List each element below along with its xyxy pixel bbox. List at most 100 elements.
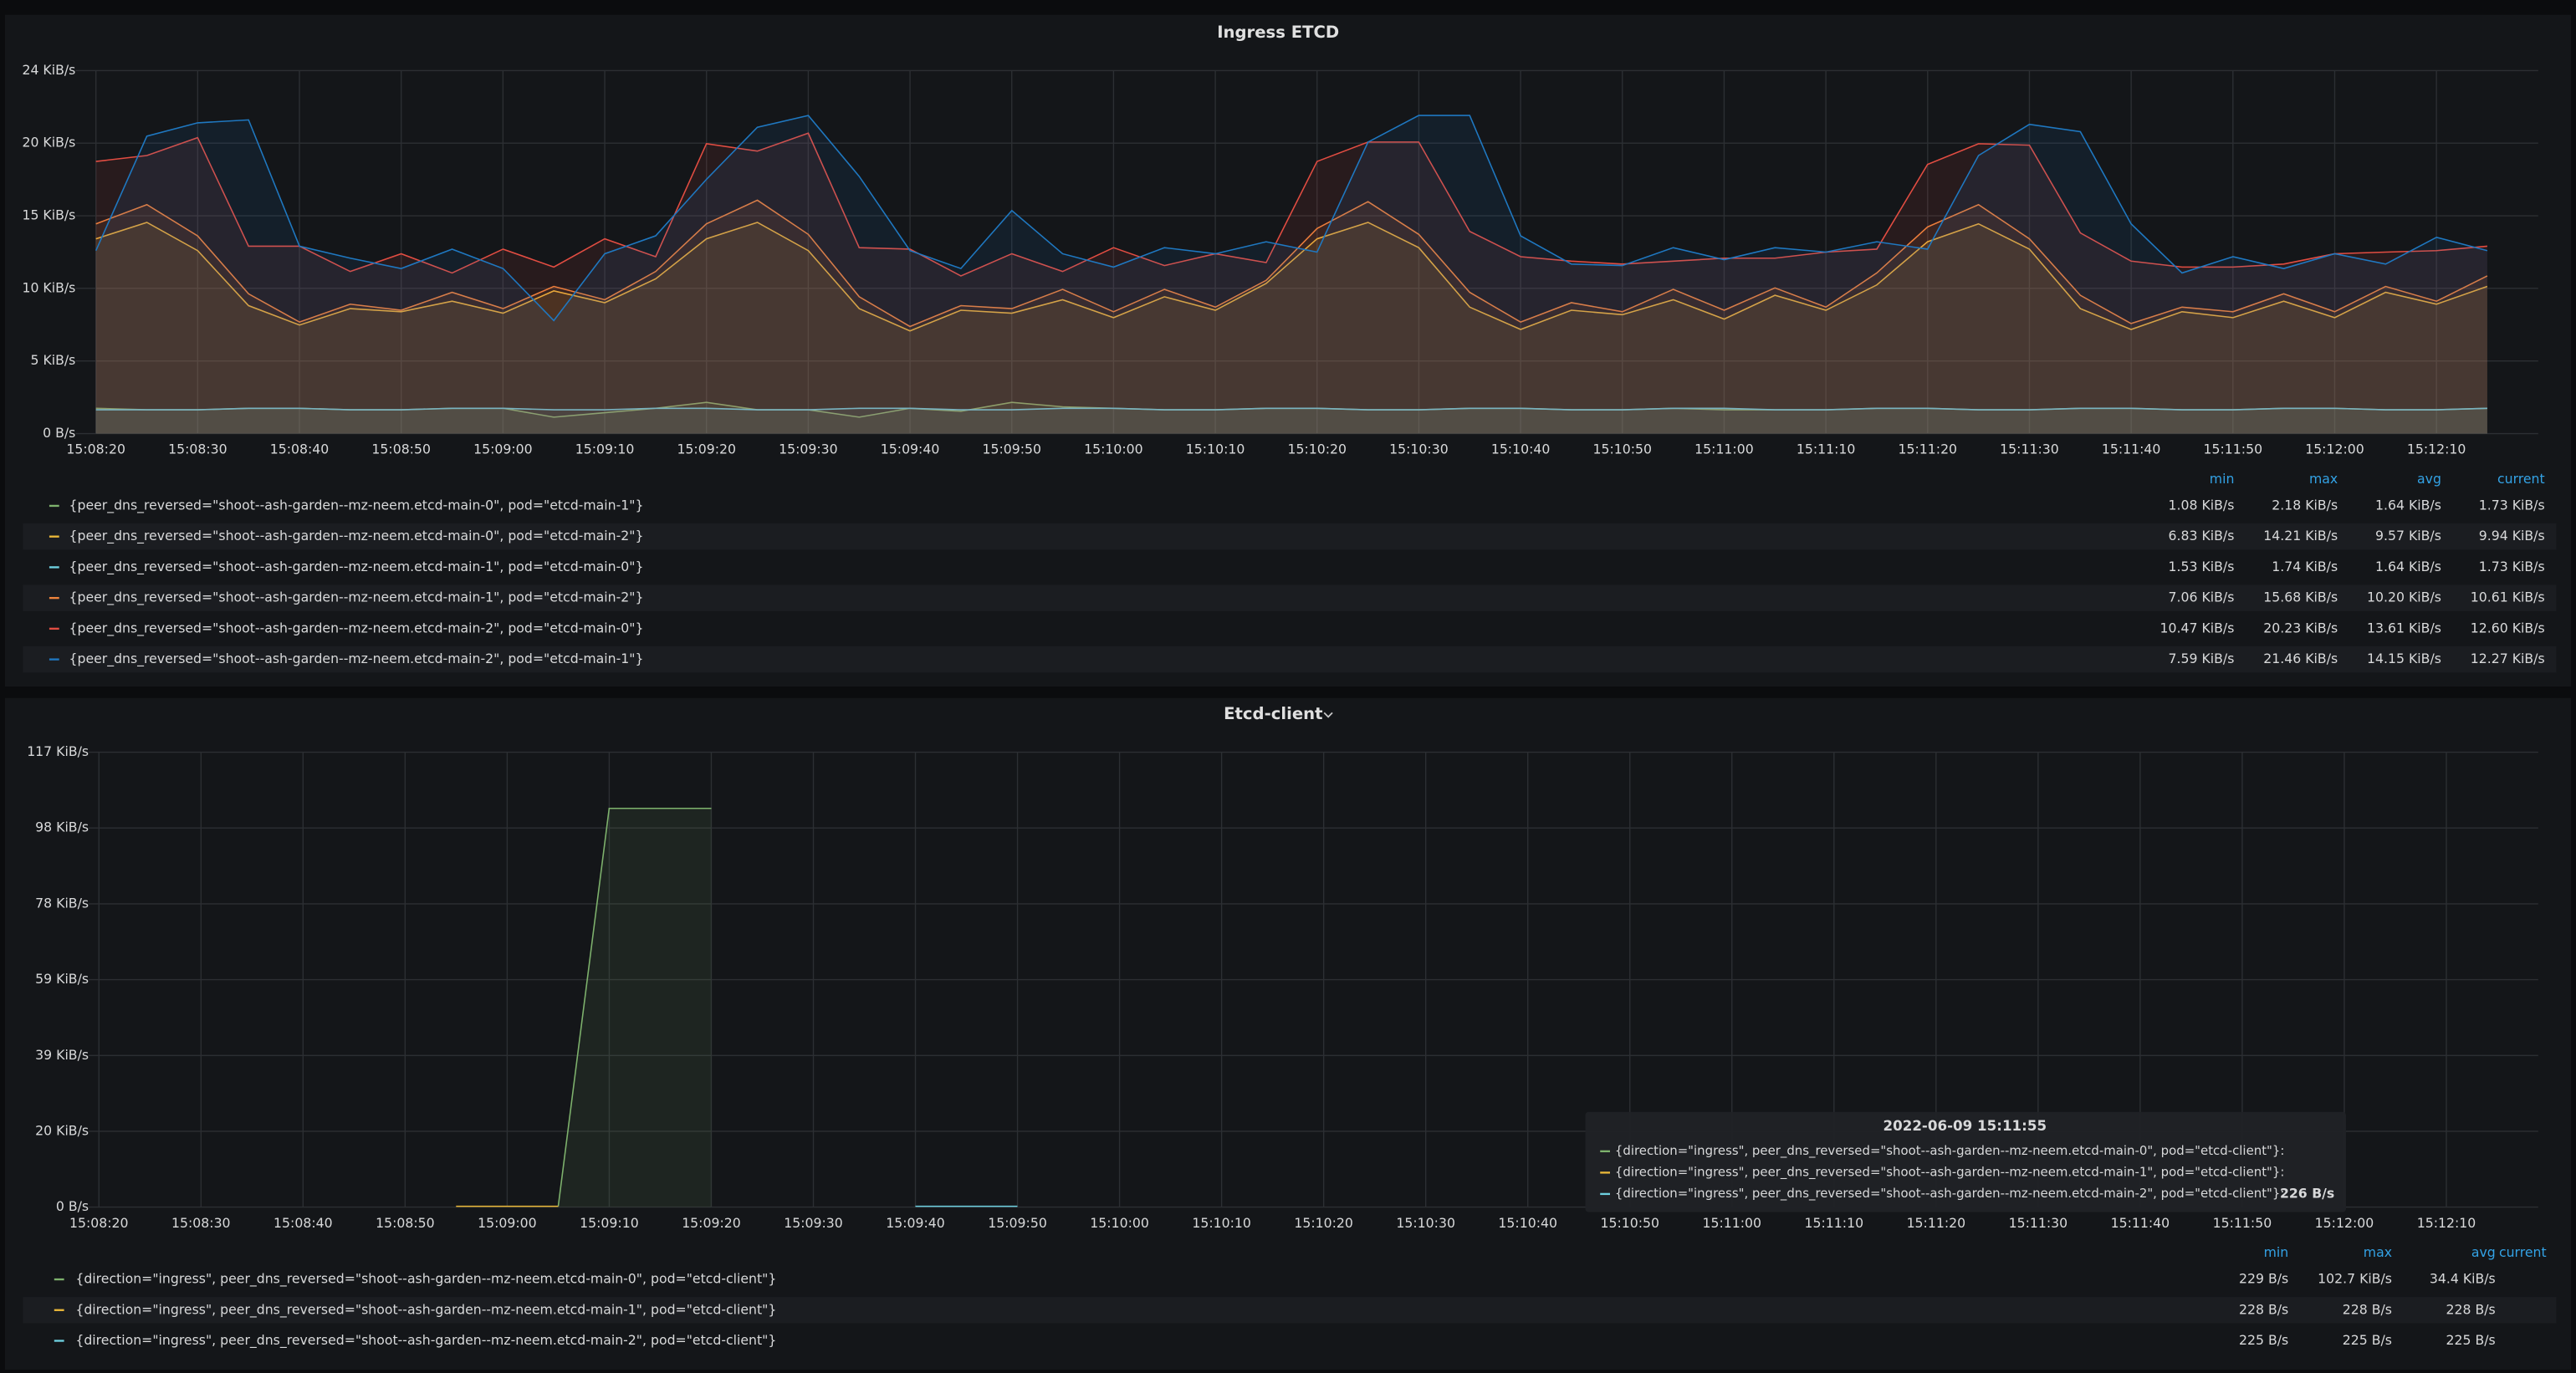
legend-value: 13.61 KiB/s	[2367, 620, 2441, 635]
legend-value: 20.23 KiB/s	[2263, 620, 2338, 635]
legend-column-header: max	[2364, 1244, 2392, 1260]
x-tick-label: 15:09:00	[473, 442, 533, 457]
x-tick-label: 15:09:10	[580, 1215, 639, 1231]
legend-series-name[interactable]: {direction="ingress", peer_dns_reversed=…	[75, 1271, 776, 1288]
legend-value: 2.18 KiB/s	[2272, 497, 2338, 513]
x-tick-label: 15:10:40	[1498, 1215, 1557, 1231]
x-tick-label: 15:10:10	[1186, 442, 1245, 457]
legend-value: 9.94 KiB/s	[2479, 528, 2545, 544]
y-tick-label: 39 KiB/s	[35, 1047, 89, 1063]
legend-value: 1.74 KiB/s	[2272, 559, 2338, 574]
legend-series-name[interactable]: {peer_dns_reversed="shoot--ash-garden--m…	[69, 590, 644, 606]
x-tick-label: 15:11:00	[1694, 442, 1754, 457]
legend-value: 14.15 KiB/s	[2367, 651, 2441, 666]
legend-column-header: current	[2497, 471, 2545, 487]
x-tick-label: 15:09:40	[881, 442, 940, 457]
x-tick-label: 15:12:00	[2315, 1215, 2374, 1231]
y-tick-label: 59 KiB/s	[35, 971, 89, 987]
tooltip-label: {direction="ingress", peer_dns_reversed=…	[1615, 1164, 2285, 1179]
legend-series-name[interactable]: {direction="ingress", peer_dns_reversed=…	[75, 1332, 776, 1349]
panel-title: Ingress ETCD	[1217, 23, 1339, 42]
legend-value: 1.53 KiB/s	[2169, 559, 2235, 574]
legend-value: 7.06 KiB/s	[2169, 590, 2235, 605]
x-tick-label: 15:09:30	[784, 1215, 843, 1231]
x-tick-label: 15:10:40	[1491, 442, 1551, 457]
x-tick-label: 15:12:10	[2417, 1215, 2476, 1231]
x-tick-label: 15:11:30	[2000, 442, 2059, 457]
legend-value: 14.21 KiB/s	[2263, 528, 2338, 544]
legend-value: 10.61 KiB/s	[2471, 590, 2545, 605]
legend-value: 1.73 KiB/s	[2479, 559, 2545, 574]
legend-value: 229 B/s	[2239, 1271, 2288, 1287]
y-tick-label: 10 KiB/s	[22, 279, 75, 295]
y-tick-label: 0 B/s	[43, 425, 75, 441]
x-tick-label: 15:09:20	[682, 1215, 741, 1231]
x-tick-label: 15:10:30	[1396, 1215, 1455, 1231]
legend-value: 225 B/s	[2343, 1332, 2392, 1348]
x-tick-label: 15:08:40	[270, 442, 330, 457]
legend-series-name[interactable]: {direction="ingress", peer_dns_reversed=…	[75, 1301, 776, 1318]
legend-series-name[interactable]: {peer_dns_reversed="shoot--ash-garden--m…	[69, 651, 644, 667]
x-tick-label: 15:10:30	[1389, 442, 1449, 457]
legend-value: 7.59 KiB/s	[2169, 651, 2235, 666]
legend-value: 228 B/s	[2239, 1301, 2288, 1317]
legend-value: 12.60 KiB/s	[2471, 620, 2545, 635]
y-tick-label: 98 KiB/s	[35, 819, 89, 835]
legend-value: 10.47 KiB/s	[2160, 620, 2235, 635]
legend-column-header: min	[2264, 1244, 2289, 1260]
x-tick-label: 15:11:50	[2204, 442, 2263, 457]
legend-value: 228 B/s	[2446, 1301, 2496, 1317]
legend-value: 225 B/s	[2239, 1332, 2288, 1348]
panel	[5, 698, 2571, 1370]
legend-series-name[interactable]: {peer_dns_reversed="shoot--ash-garden--m…	[69, 497, 644, 513]
legend-series-name[interactable]: {peer_dns_reversed="shoot--ash-garden--m…	[69, 528, 644, 544]
x-tick-label: 15:09:30	[779, 442, 838, 457]
legend-series-name[interactable]: {peer_dns_reversed="shoot--ash-garden--m…	[69, 559, 644, 575]
x-tick-label: 15:08:50	[371, 442, 431, 457]
legend-value: 21.46 KiB/s	[2263, 651, 2338, 666]
x-tick-label: 15:11:30	[2009, 1215, 2068, 1231]
legend-column-header: min	[2210, 471, 2235, 487]
x-tick-label: 15:08:50	[376, 1215, 435, 1231]
legend-column-header: max	[2309, 471, 2338, 487]
tooltip-label: {direction="ingress", peer_dns_reversed=…	[1615, 1186, 2285, 1201]
x-tick-label: 15:09:50	[982, 442, 1041, 457]
x-tick-label: 15:11:00	[1703, 1215, 1762, 1231]
x-tick-label: 15:11:20	[1907, 1215, 1966, 1231]
y-tick-label: 5 KiB/s	[30, 352, 75, 368]
legend-value: 34.4 KiB/s	[2430, 1271, 2496, 1287]
legend-value: 6.83 KiB/s	[2169, 528, 2235, 544]
y-tick-label: 0 B/s	[56, 1198, 89, 1214]
tooltip-title: 2022-06-09 15:11:55	[1883, 1118, 2047, 1134]
legend-value: 225 B/s	[2446, 1332, 2496, 1348]
x-tick-label: 15:12:10	[2407, 442, 2466, 457]
legend-value: 102.7 KiB/s	[2318, 1271, 2392, 1287]
legend-value: 10.20 KiB/s	[2367, 590, 2441, 605]
x-tick-label: 15:09:40	[886, 1215, 945, 1231]
y-tick-label: 20 KiB/s	[22, 135, 75, 151]
x-tick-label: 15:10:50	[1600, 1215, 1659, 1231]
legend-value: 9.57 KiB/s	[2375, 528, 2441, 544]
x-tick-label: 15:11:50	[2213, 1215, 2272, 1231]
x-tick-label: 15:11:10	[1797, 442, 1856, 457]
x-tick-label: 15:12:00	[2305, 442, 2364, 457]
y-tick-label: 20 KiB/s	[35, 1122, 89, 1138]
legend-series-name[interactable]: {peer_dns_reversed="shoot--ash-garden--m…	[69, 620, 644, 636]
legend-column-header: avg	[2417, 471, 2441, 487]
x-tick-label: 15:08:20	[66, 442, 125, 457]
x-tick-label: 15:09:50	[988, 1215, 1047, 1231]
x-tick-label: 15:11:10	[1805, 1215, 1864, 1231]
x-tick-label: 15:08:20	[69, 1215, 129, 1231]
x-tick-label: 15:10:10	[1192, 1215, 1251, 1231]
x-tick-label: 15:09:10	[575, 442, 635, 457]
x-tick-label: 15:10:20	[1287, 442, 1347, 457]
x-tick-label: 15:08:30	[171, 1215, 231, 1231]
x-tick-label: 15:10:00	[1084, 442, 1143, 457]
legend-column-header: current	[2499, 1244, 2547, 1260]
legend-value: 228 B/s	[2343, 1301, 2392, 1317]
panel-title: Etcd-client	[1224, 704, 1322, 723]
y-tick-label: 117 KiB/s	[27, 743, 89, 759]
legend-value: 1.64 KiB/s	[2375, 559, 2441, 574]
